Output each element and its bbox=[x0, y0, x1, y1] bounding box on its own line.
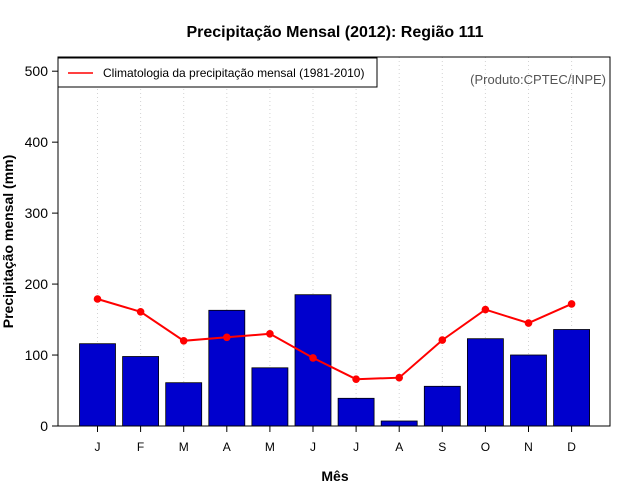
x-tick-label-8: S bbox=[438, 440, 446, 454]
bar-7 bbox=[380, 420, 418, 427]
x-tick-label-1: F bbox=[137, 440, 144, 454]
x-tick-label-11: D bbox=[567, 440, 576, 454]
y-tick-label-1: 100 bbox=[25, 347, 49, 363]
climatology-point-6 bbox=[352, 375, 360, 384]
bar-10 bbox=[510, 354, 547, 427]
bar-1 bbox=[122, 356, 159, 427]
bar-0 bbox=[79, 343, 116, 427]
bar-8 bbox=[423, 385, 461, 427]
x-tick-label-9: O bbox=[481, 440, 490, 454]
legend-box bbox=[57, 57, 378, 88]
x-tick-label-0: J bbox=[95, 440, 101, 454]
x-tick-label-4: M bbox=[265, 440, 275, 454]
plot-frame bbox=[57, 56, 611, 427]
climatology-point-3 bbox=[223, 333, 231, 342]
x-tick-label-7: A bbox=[395, 440, 403, 454]
bar-9 bbox=[466, 338, 504, 427]
y-tick-label-5: 500 bbox=[25, 63, 49, 79]
bar-3 bbox=[208, 309, 246, 427]
chart-title: Precipitação Mensal (2012): Região 111 bbox=[186, 24, 483, 41]
climatology-point-4 bbox=[266, 330, 274, 338]
x-axis-label: Mês bbox=[321, 468, 348, 484]
x-tick-label-5: J bbox=[310, 440, 316, 454]
climatology-point-1 bbox=[136, 308, 145, 316]
x-tick-label-3: A bbox=[223, 440, 231, 454]
y-axis-label: Precipitação mensal (mm) bbox=[0, 155, 16, 329]
grid-lines bbox=[97, 57, 573, 426]
bar-2 bbox=[165, 382, 203, 427]
x-tick-label-2: M bbox=[179, 440, 189, 454]
y-axis: 0 100 200 300 400 500 bbox=[25, 63, 58, 434]
climatology-line bbox=[97, 298, 573, 381]
bar-4 bbox=[251, 367, 289, 427]
climatology-point-9 bbox=[481, 305, 490, 314]
climatology-point-11 bbox=[567, 300, 576, 308]
climatology-point-0 bbox=[93, 295, 102, 303]
bar-11 bbox=[553, 329, 590, 427]
climatology-point-2 bbox=[179, 337, 188, 345]
x-tick-label-6: J bbox=[353, 440, 359, 454]
bar-6 bbox=[337, 397, 375, 427]
climatology-point-8 bbox=[438, 336, 447, 344]
bars bbox=[79, 294, 590, 427]
credit-annotation: (Produto:CPTEC/INPE) bbox=[470, 72, 606, 87]
y-tick-label-0: 0 bbox=[40, 418, 48, 434]
y-tick-label-4: 400 bbox=[25, 134, 49, 150]
legend-label: Climatologia da precipitação mensal (198… bbox=[103, 66, 364, 80]
x-tick-label-10: N bbox=[524, 440, 533, 454]
y-tick-label-2: 200 bbox=[25, 276, 49, 292]
legend: Climatologia da precipitação mensal (198… bbox=[57, 57, 378, 88]
y-tick-label-3: 300 bbox=[25, 205, 49, 221]
climatology-point-10 bbox=[524, 319, 533, 327]
climatology-point-5 bbox=[309, 354, 317, 362]
climatology-point-7 bbox=[395, 373, 404, 382]
climatology-series bbox=[93, 295, 576, 384]
